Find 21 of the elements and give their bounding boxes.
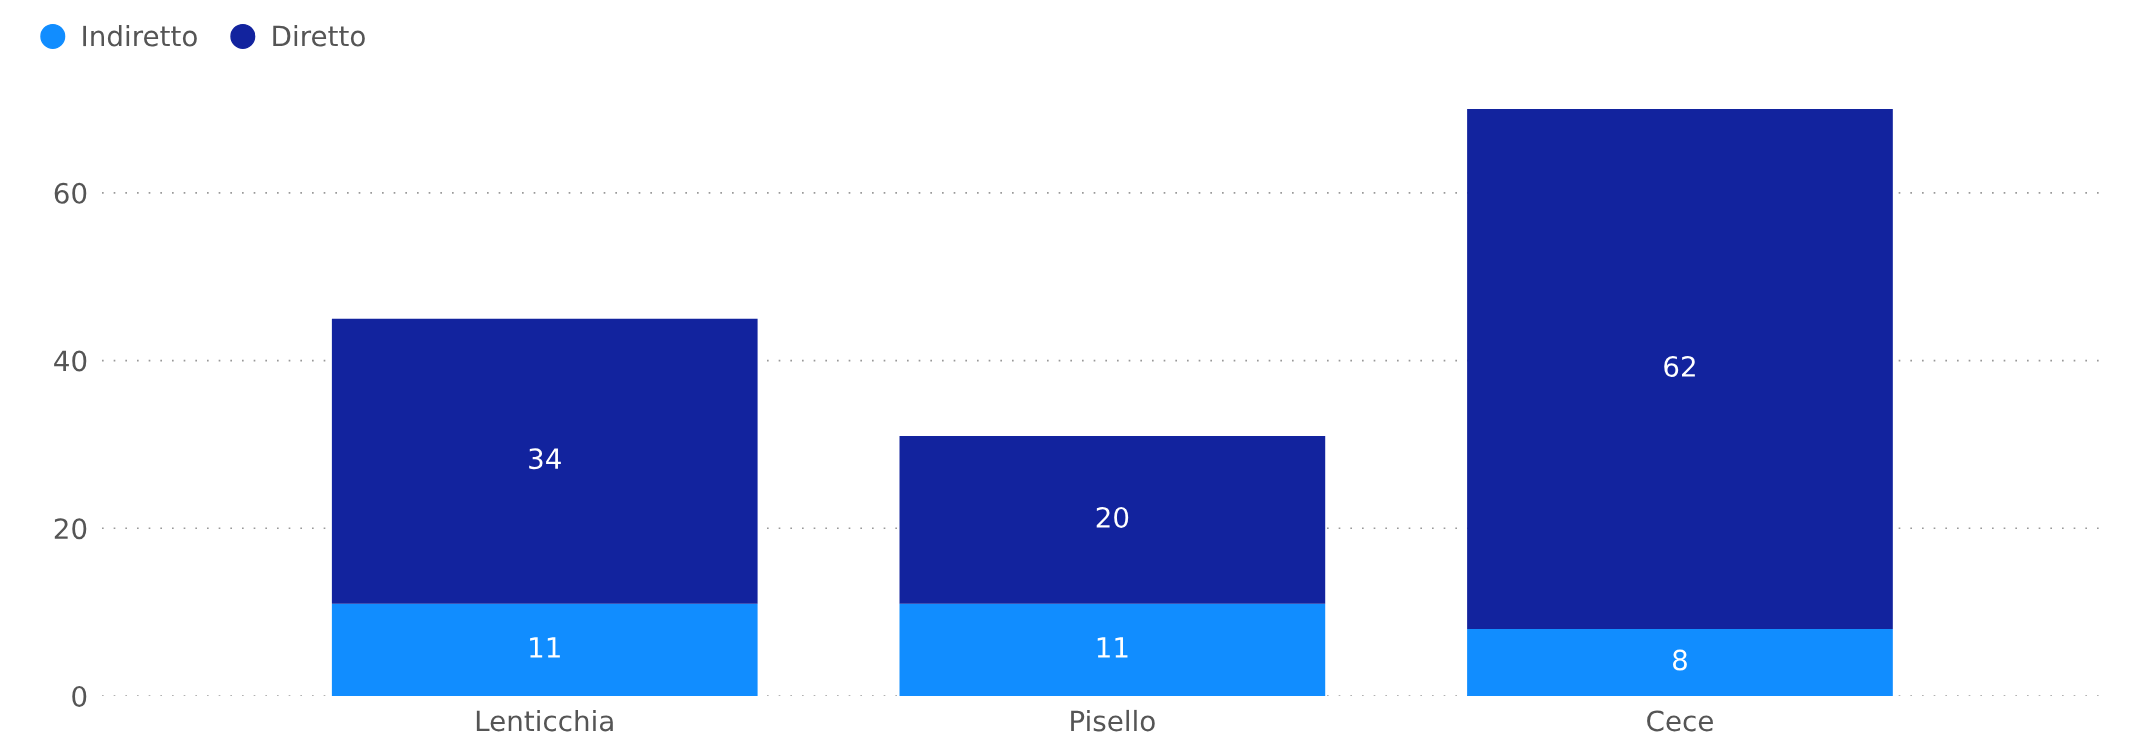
data-label: 11 <box>530 637 560 658</box>
bar <box>1467 628 1893 696</box>
bar <box>1467 109 1893 629</box>
bar <box>899 603 1326 696</box>
y-tick-label: 40 <box>54 350 87 372</box>
bar <box>899 436 1326 604</box>
data-label: 34 <box>529 448 561 470</box>
bar <box>331 603 758 696</box>
data-label: 8 <box>1673 649 1687 671</box>
y-tick-label: 0 <box>72 685 87 707</box>
y-tick-label: 60 <box>54 182 87 204</box>
x-tick-label: Pisello <box>1071 709 1155 732</box>
data-label: 11 <box>1097 637 1128 658</box>
y-tick-label: 20 <box>54 518 87 540</box>
data-label: 62 <box>1664 356 1695 378</box>
x-tick-label: Cece <box>1647 710 1713 732</box>
legend-label: Diretto <box>273 25 365 47</box>
x-tick-label: Lenticchia <box>476 709 613 732</box>
bar <box>331 318 758 604</box>
data-label: 20 <box>1096 506 1129 528</box>
legend-label: Indiretto <box>83 25 197 47</box>
